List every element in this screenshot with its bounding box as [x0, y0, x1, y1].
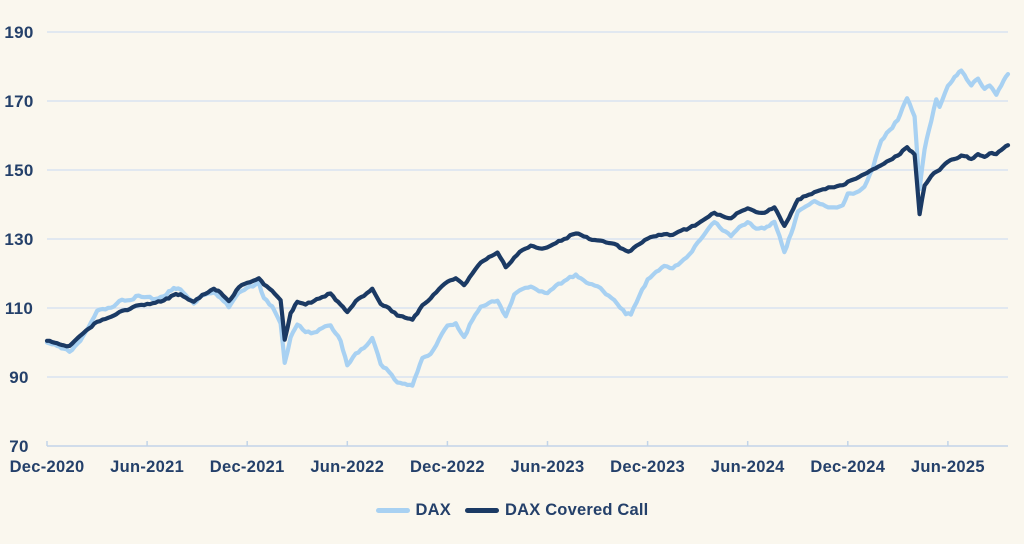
series-line-dax [44, 68, 1011, 388]
y-tick-label: 150 [4, 161, 33, 180]
x-tick-label: Jun-2022 [310, 458, 384, 476]
legend-label-dax: DAX [415, 501, 451, 519]
x-tick-label: Dec-2021 [210, 458, 285, 476]
x-tick-label: Jun-2021 [110, 458, 184, 476]
legend-label-dax-covered-call: DAX Covered Call [504, 501, 649, 519]
x-tick-label: Dec-2023 [610, 458, 685, 476]
x-tick-label: Dec-2020 [10, 458, 85, 476]
y-tick-label: 90 [9, 368, 29, 387]
x-tick-label: Dec-2024 [810, 458, 885, 476]
dax-line-swatch [375, 508, 410, 513]
y-tick-label: 170 [4, 92, 33, 111]
x-tick-label: Jun-2024 [711, 458, 785, 476]
x-tick-label: Dec-2022 [410, 458, 485, 476]
x-tick-label: Jun-2023 [511, 458, 585, 476]
y-tick-label: 190 [4, 23, 33, 42]
y-tick-label: 110 [5, 299, 33, 318]
chart-plot-area: 190 170 150 130 110 90 70 Dec-2020 Jun-2021 Dec-2… [4, 23, 1011, 476]
legend-item-dax: DAX [375, 501, 451, 520]
legend-item-dax-covered-call: DAX Covered Call [464, 501, 649, 520]
y-tick-label: 70 [9, 437, 29, 456]
chart-legend: DAX DAX Covered Call [0, 501, 1024, 520]
y-tick-label: 130 [4, 230, 33, 249]
x-tick-label: Jun-2025 [911, 458, 985, 476]
dax-covered-call-line-swatch [464, 508, 499, 513]
series-line-dax-covered-call [44, 143, 1011, 349]
